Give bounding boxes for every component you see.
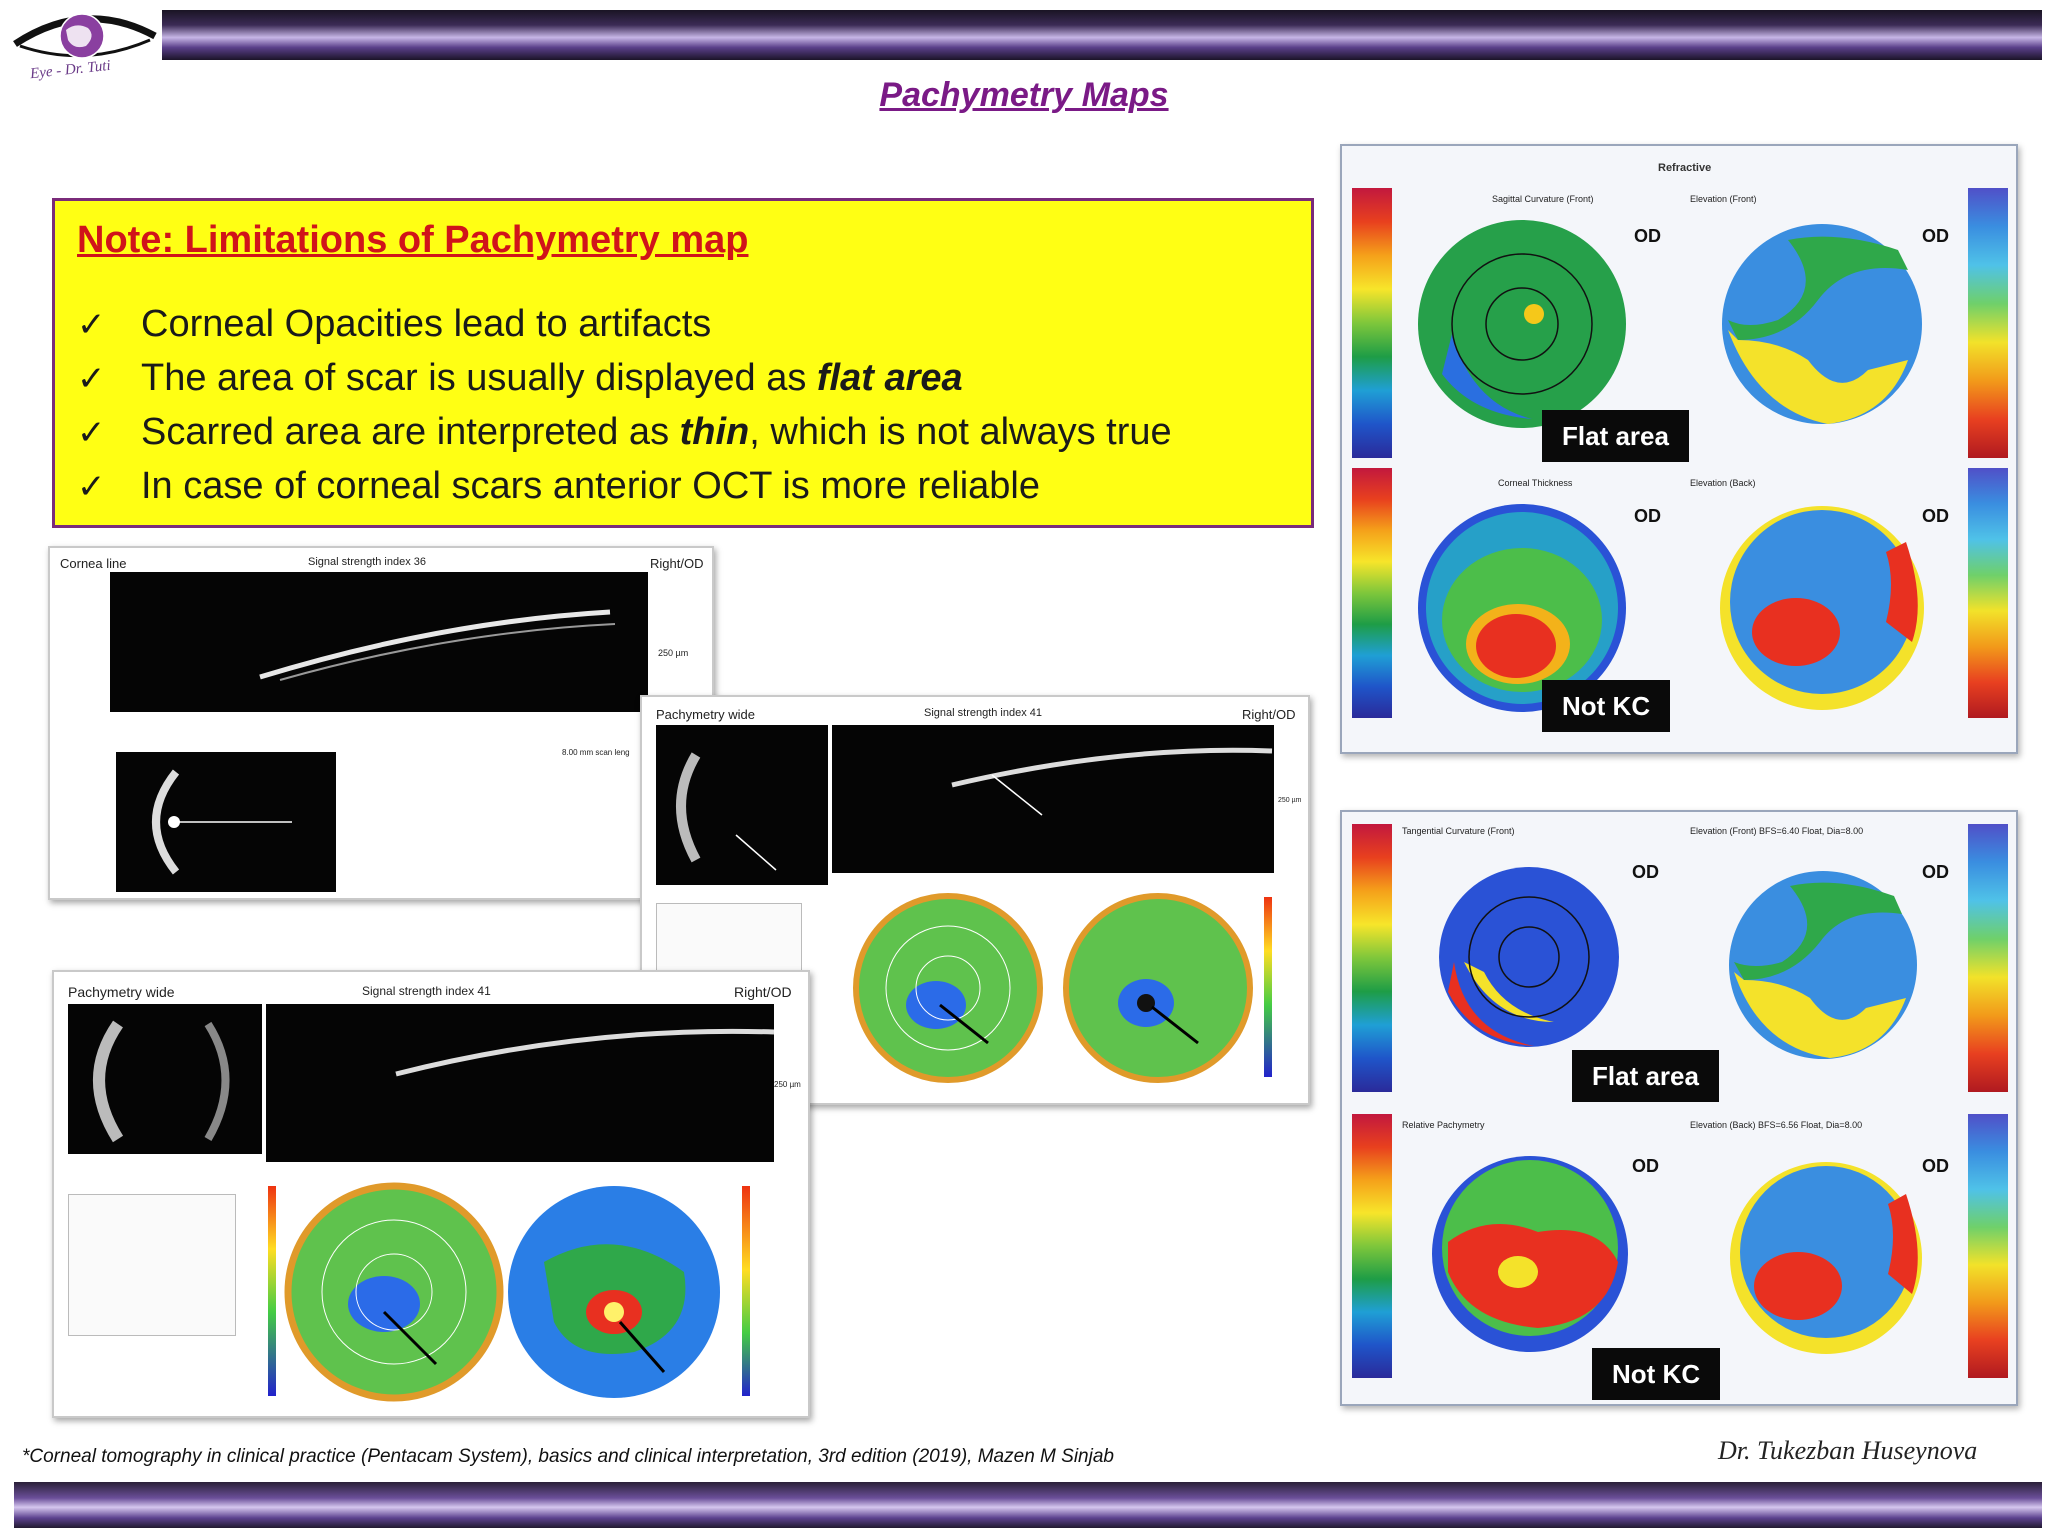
scale-label: 250 µm bbox=[774, 1080, 801, 1089]
note-item: ✓ In case of corneal scars anterior OCT i… bbox=[77, 459, 1172, 513]
scale-label: 250 µm bbox=[1278, 797, 1302, 804]
map-title: Sagittal Curvature (Front) bbox=[1492, 194, 1594, 204]
note-heading: Note: Limitations of Pachymetry map bbox=[77, 219, 749, 261]
stats-table bbox=[68, 1194, 236, 1336]
eye-label: OD bbox=[1922, 862, 1949, 882]
eye-label: OD bbox=[1922, 506, 1949, 526]
eye-label: Right/OD bbox=[734, 984, 792, 1000]
map-title: Corneal Thickness bbox=[1498, 478, 1573, 488]
eye-label: OD bbox=[1632, 1156, 1659, 1176]
check-icon: ✓ bbox=[77, 305, 106, 345]
front-elevation-map bbox=[1722, 224, 1922, 424]
relative-pachymetry-map bbox=[1432, 1156, 1628, 1352]
color-scale bbox=[1968, 1114, 2008, 1378]
eye-label: OD bbox=[1632, 862, 1659, 882]
pentacam-tangential-panel: Tangential Curvature (Front) OD Elevatio… bbox=[1340, 810, 2018, 1406]
map-title: Elevation (Front) bbox=[1690, 194, 1757, 204]
signal-strength: Signal strength index 41 bbox=[362, 984, 491, 998]
back-elevation-map bbox=[1730, 1162, 1922, 1354]
check-icon: ✓ bbox=[77, 467, 106, 507]
flat-area-label: Flat area bbox=[1572, 1050, 1719, 1102]
footer-bar bbox=[14, 1482, 2042, 1528]
panel-title: Pachymetry wide bbox=[656, 707, 755, 722]
scan-length: 8.00 mm scan leng bbox=[562, 748, 630, 757]
citation: *Corneal tomography in clinical practice… bbox=[22, 1446, 1114, 1467]
signal-strength: Signal strength index 36 bbox=[308, 556, 427, 568]
map-title: Elevation (Front) BFS=6.40 Float, Dia=8.… bbox=[1690, 826, 1864, 836]
eye-label: Right/OD bbox=[1242, 707, 1296, 722]
map-title: Elevation (Back) BFS=6.56 Float, Dia=8.0… bbox=[1690, 1120, 1863, 1130]
pachymetry-maps-small bbox=[853, 893, 1272, 1083]
color-scale bbox=[1352, 824, 1392, 1092]
color-scale bbox=[1968, 824, 2008, 1092]
stats-table bbox=[656, 903, 802, 975]
panel-title: Cornea line bbox=[60, 556, 127, 571]
iris-image bbox=[116, 752, 336, 892]
map-title: Relative Pachymetry bbox=[1402, 1120, 1485, 1130]
author-name: Dr. Tukezban Huseynova bbox=[1718, 1436, 1978, 1465]
pentacam-refractive-panel: Refractive Sagittal Curvature (Front) OD… bbox=[1340, 144, 2018, 754]
color-scale bbox=[1352, 1114, 1392, 1378]
note-box: Note: Limitations of Pachymetry map ✓ Cor… bbox=[52, 198, 1314, 528]
map-title: Tangential Curvature (Front) bbox=[1402, 826, 1515, 836]
oct-pachymetry-small-panel: Pachymetry wide Signal strength index 41… bbox=[640, 695, 1310, 1105]
oct-pachymetry-large-panel: Pachymetry wide Signal strength index 41… bbox=[52, 970, 810, 1418]
back-elevation-map bbox=[1720, 506, 1924, 710]
note-list: ✓ Corneal Opacities lead to artifacts ✓ Th… bbox=[77, 297, 1172, 513]
header-bar bbox=[162, 10, 2042, 60]
eye-label: OD bbox=[1634, 226, 1661, 246]
flat-area-label: Flat area bbox=[1542, 410, 1689, 462]
color-scale bbox=[1968, 188, 2008, 458]
panel-title: Pachymetry wide bbox=[68, 984, 175, 1000]
eye-label: Right/OD bbox=[650, 556, 704, 571]
not-kc-label: Not KC bbox=[1542, 680, 1671, 732]
eye-logo-icon bbox=[13, 13, 157, 59]
iris-image bbox=[656, 725, 828, 885]
page-title: Pachymetry Maps bbox=[879, 76, 1169, 114]
oct-scan-image bbox=[266, 1004, 775, 1162]
oct-cornea-line-panel: Cornea line Signal strength index 36 Rig… bbox=[48, 546, 714, 900]
oct-scan-image bbox=[832, 725, 1274, 873]
corneal-thickness-map bbox=[1418, 504, 1626, 712]
color-scale bbox=[1352, 188, 1392, 458]
signal-strength: Signal strength index 41 bbox=[924, 707, 1043, 719]
map-title: Elevation (Back) bbox=[1690, 478, 1756, 488]
front-elevation-map bbox=[1729, 871, 1917, 1059]
check-icon: ✓ bbox=[77, 359, 106, 399]
sagittal-curvature-map bbox=[1418, 220, 1626, 428]
panel-header: Refractive bbox=[1658, 162, 1712, 174]
eye-label: OD bbox=[1922, 1156, 1949, 1176]
scale-label: 250 µm bbox=[658, 648, 689, 658]
pachymetry-maps-large bbox=[268, 1182, 750, 1402]
eye-label: OD bbox=[1922, 226, 1949, 246]
tangential-curvature-map bbox=[1439, 867, 1619, 1047]
color-scale bbox=[1352, 468, 1392, 718]
not-kc-label: Not KC bbox=[1592, 1348, 1721, 1400]
iris-image bbox=[68, 1004, 262, 1154]
note-item: ✓ Scarred area are interpreted as thin, w… bbox=[77, 405, 1172, 459]
oct-scan-image bbox=[110, 572, 648, 712]
note-item: ✓ Corneal Opacities lead to artifacts bbox=[77, 297, 1172, 351]
eye-label: OD bbox=[1634, 506, 1661, 526]
check-icon: ✓ bbox=[77, 413, 106, 453]
note-item: ✓ The area of scar is usually displayed a… bbox=[77, 351, 1172, 405]
color-scale bbox=[1968, 468, 2008, 718]
